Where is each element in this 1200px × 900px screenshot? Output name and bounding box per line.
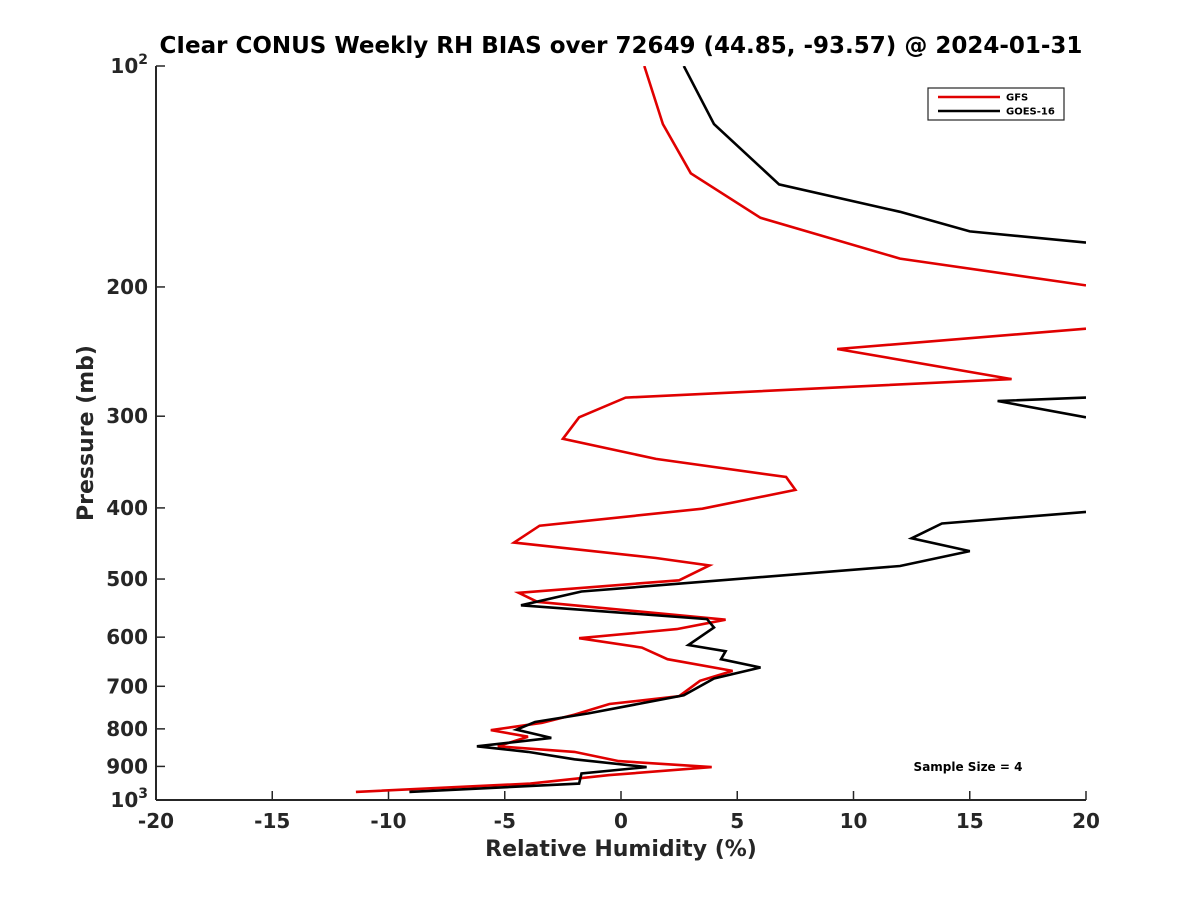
y-axis-label: Pressure (mb)	[74, 345, 99, 521]
x-axis-label: Relative Humidity (%)	[485, 837, 757, 862]
x-tick-label: -5	[494, 809, 516, 833]
x-tick-label: 10	[840, 809, 868, 833]
y-tick-label: 300	[106, 404, 148, 428]
legend: GFS GOES-16	[927, 87, 1065, 121]
y-tick-label: 600	[106, 625, 148, 649]
y-tick-base: 700	[106, 674, 148, 698]
y-tick-exponent: 2	[138, 52, 148, 68]
y-tick-base: 300	[106, 404, 148, 428]
x-tick-label: 15	[956, 809, 984, 833]
x-tick-label: -10	[370, 809, 406, 833]
y-tick-label: 500	[106, 567, 148, 591]
legend-label: GOES-16	[1006, 107, 1055, 118]
x-tick-label: 0	[614, 809, 628, 833]
legend-label: GFS	[1006, 93, 1028, 104]
y-tick-base: 900	[106, 754, 148, 778]
y-tick-base: 10	[110, 788, 138, 812]
series-lines	[355, 66, 1086, 794]
y-tick-base: 10	[110, 54, 138, 78]
y-tick-base: 200	[106, 275, 148, 299]
sample-size-annotation: Sample Size = 4	[914, 760, 1023, 774]
y-tick-label: 800	[106, 717, 148, 741]
y-tick-label: 200	[106, 275, 148, 299]
y-tick-base: 800	[106, 717, 148, 741]
y-tick-base: 500	[106, 567, 148, 591]
y-tick-label: 400	[106, 496, 148, 520]
series-line-gfs	[355, 66, 1086, 794]
chart-title: CIear CONUS Weekly RH BIAS over 72649 (4…	[160, 33, 1083, 59]
series-line-goes-16	[409, 66, 1086, 794]
x-tick-label: -15	[254, 809, 290, 833]
legend-box	[927, 87, 1065, 121]
x-tick-label: 5	[730, 809, 744, 833]
y-tick-label: 700	[106, 674, 148, 698]
plot-area	[156, 66, 1086, 800]
y-tick-label: 900	[106, 754, 148, 778]
y-tick-exponent: 3	[138, 786, 148, 802]
y-tick-base: 400	[106, 496, 148, 520]
x-tick-label: -20	[138, 809, 174, 833]
y-tick-label: 102	[110, 52, 148, 78]
x-axis-ticks: -20 -15 -10 -5 0 5 10 15 20	[138, 791, 1100, 833]
x-tick-label: 20	[1072, 809, 1100, 833]
y-tick-base: 600	[106, 625, 148, 649]
y-tick-label: 103	[110, 786, 148, 812]
